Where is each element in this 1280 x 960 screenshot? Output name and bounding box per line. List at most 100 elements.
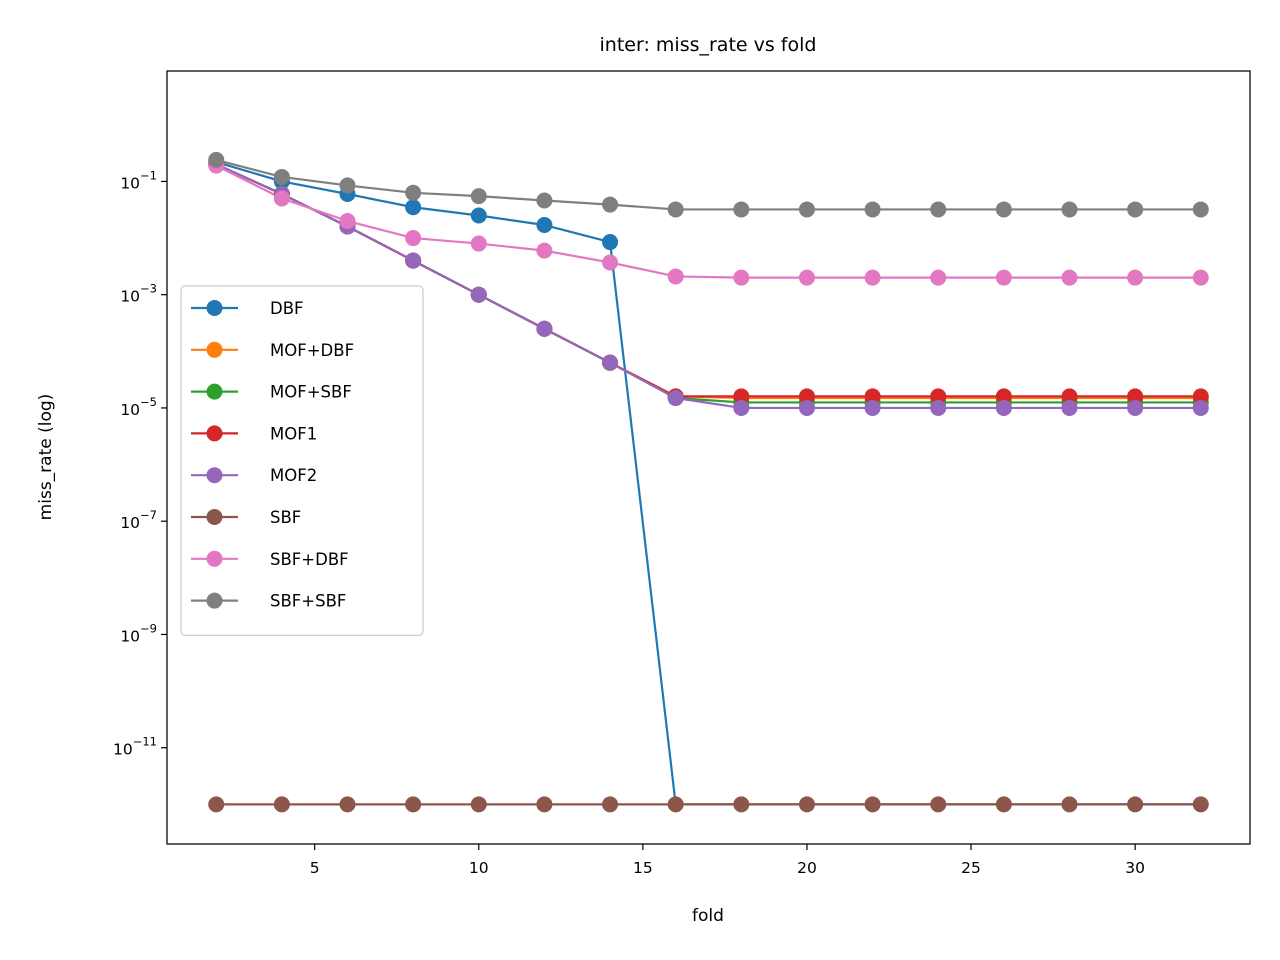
legend-marker-4 <box>206 467 223 484</box>
data-point-7-5 <box>536 192 553 209</box>
data-point-6-13 <box>1061 269 1078 286</box>
data-point-7-10 <box>864 201 881 218</box>
data-point-4-8 <box>733 399 750 416</box>
data-point-0-6 <box>602 234 619 251</box>
data-point-6-6 <box>602 254 619 271</box>
data-point-6-11 <box>930 269 947 286</box>
data-point-7-2 <box>339 177 356 194</box>
legend-marker-6 <box>206 550 223 567</box>
data-point-4-3 <box>405 252 422 269</box>
x-tick-label-4: 25 <box>961 859 981 877</box>
data-point-7-14 <box>1127 201 1144 218</box>
y-tick-label-3: 10−5 <box>120 395 157 419</box>
legend-label-5: SBF <box>270 508 301 527</box>
data-point-6-9 <box>798 269 815 286</box>
data-point-3-10 <box>864 388 881 405</box>
x-axis-label: fold <box>692 906 724 926</box>
x-tick-label-1: 10 <box>469 859 489 877</box>
legend-marker-3 <box>206 425 223 442</box>
data-point-4-12 <box>995 399 1012 416</box>
data-point-4-6 <box>602 354 619 371</box>
data-point-6-2 <box>339 213 356 230</box>
data-point-6-7 <box>667 268 684 285</box>
legend-label-2: MOF+SBF <box>270 383 352 402</box>
legend-label-4: MOF2 <box>270 466 317 485</box>
legend-box <box>180 285 424 636</box>
data-point-7-12 <box>995 201 1012 218</box>
data-point-7-0 <box>208 151 225 168</box>
data-point-3-14 <box>1127 388 1144 405</box>
data-point-4-5 <box>536 320 553 337</box>
x-tick-label-0: 5 <box>310 859 320 877</box>
data-point-5-7 <box>667 796 684 813</box>
data-point-6-8 <box>733 269 750 286</box>
data-point-7-11 <box>930 201 947 218</box>
data-point-5-15 <box>1192 796 1209 813</box>
legend-marker-5 <box>206 509 223 525</box>
x-tick-label-3: 20 <box>797 859 817 877</box>
data-point-7-6 <box>602 196 619 213</box>
x-tick-label-5: 30 <box>1125 859 1145 877</box>
data-point-3-9 <box>798 388 815 405</box>
data-point-5-3 <box>405 796 422 813</box>
chart-title: inter: miss_rate vs fold <box>600 34 817 56</box>
data-point-4-7 <box>667 389 684 406</box>
data-point-6-10 <box>864 269 881 286</box>
data-point-3-8 <box>733 388 750 405</box>
plot-area <box>208 151 1209 813</box>
data-point-0-3 <box>405 199 422 216</box>
axes-frame <box>166 70 1251 845</box>
legend-marker-0 <box>206 300 223 316</box>
legend-label-1: MOF+DBF <box>270 341 354 360</box>
data-point-3-11 <box>930 388 947 405</box>
data-point-4-10 <box>864 399 881 416</box>
legend-marker-7 <box>206 592 223 609</box>
data-point-0-5 <box>536 217 553 234</box>
data-point-7-1 <box>273 168 290 185</box>
legend-marker-2 <box>206 383 223 400</box>
data-point-5-1 <box>273 796 290 813</box>
y-tick-label-4: 10−3 <box>120 282 157 306</box>
legend-label-3: MOF1 <box>270 424 317 443</box>
y-tick-label-0: 10−11 <box>113 735 157 759</box>
data-point-3-13 <box>1061 388 1078 405</box>
y-tick-label-5: 10−1 <box>120 168 157 192</box>
data-point-7-3 <box>405 184 422 201</box>
y-axis-label: miss_rate (log) <box>36 394 56 521</box>
series-line-6 <box>215 164 1201 279</box>
data-point-3-15 <box>1192 388 1209 405</box>
legend: DBF MOF+DBF MOF+SBF MOF1 MOF2 SBF SBF+DBF SBF+S… <box>180 285 424 636</box>
data-point-0-4 <box>470 207 487 224</box>
data-point-5-13 <box>1061 796 1078 813</box>
data-point-6-4 <box>470 235 487 252</box>
data-point-5-14 <box>1127 796 1144 813</box>
x-tick-label-2: 15 <box>633 859 653 877</box>
series-line-7 <box>215 158 1201 211</box>
y-tick-label-2: 10−7 <box>120 508 157 532</box>
data-point-4-4 <box>470 286 487 303</box>
data-point-4-14 <box>1127 399 1144 416</box>
legend-label-6: SBF+DBF <box>270 550 349 569</box>
data-point-7-15 <box>1192 201 1209 218</box>
data-point-4-9 <box>798 399 815 416</box>
data-point-5-11 <box>930 796 947 813</box>
data-point-6-3 <box>405 230 422 247</box>
data-point-6-12 <box>995 269 1012 286</box>
data-point-6-15 <box>1192 269 1209 286</box>
data-point-7-13 <box>1061 201 1078 218</box>
y-tick-label-1: 10−9 <box>120 621 157 645</box>
data-point-4-11 <box>930 399 947 416</box>
axis-ticks: 5 10 15 20 25 30 10−11 10−9 10−7 10−5 10−3 10−1 <box>113 168 1145 877</box>
data-point-5-5 <box>536 796 553 813</box>
data-point-6-1 <box>273 190 290 207</box>
data-point-5-2 <box>339 796 356 813</box>
data-point-3-12 <box>995 388 1012 405</box>
data-point-5-12 <box>995 796 1012 813</box>
data-point-7-4 <box>470 188 487 205</box>
data-point-5-9 <box>798 796 815 813</box>
data-point-5-10 <box>864 796 881 813</box>
legend-label-7: SBF+SBF <box>270 592 346 611</box>
data-point-4-15 <box>1192 399 1209 416</box>
data-point-5-6 <box>602 796 619 813</box>
